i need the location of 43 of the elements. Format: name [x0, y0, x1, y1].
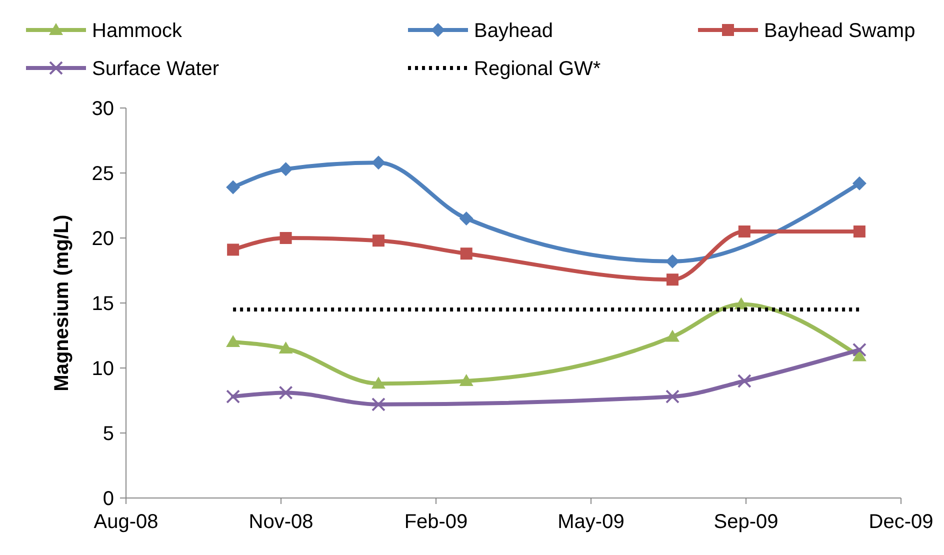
- point: [852, 176, 866, 190]
- point: [226, 180, 240, 194]
- point: [852, 342, 866, 357]
- point: [227, 244, 240, 256]
- point: [372, 234, 384, 247]
- y-tick-label: 0: [102, 488, 114, 510]
- point: [665, 330, 680, 342]
- y-tick-label: 25: [92, 163, 114, 185]
- legend-label: Surface Water: [92, 58, 220, 80]
- x-tick-label: Sep-09: [714, 511, 778, 533]
- point: [226, 335, 240, 347]
- y-tick-label: 5: [102, 423, 114, 445]
- point: [278, 162, 293, 176]
- y-tick-label: 10: [92, 358, 114, 380]
- point: [459, 374, 474, 386]
- point: [280, 232, 292, 244]
- legend-label: Regional GW*: [474, 58, 601, 80]
- point: [666, 274, 678, 286]
- x-tick-label: Dec-09: [868, 511, 934, 533]
- x-tick-label: Nov-08: [248, 511, 314, 533]
- point: [737, 374, 752, 388]
- legend-label: Bayhead Swamp: [764, 20, 916, 42]
- y-tick-label: 15: [92, 293, 114, 315]
- point: [459, 212, 474, 226]
- point: [853, 226, 866, 238]
- point: [460, 248, 472, 260]
- point: [226, 390, 240, 404]
- x-tick-label: May-09: [558, 511, 624, 533]
- y-tick-label: 20: [92, 228, 114, 250]
- y-axis-title: Magnesium (mg/L): [51, 214, 73, 392]
- point: [738, 226, 750, 238]
- point: [665, 254, 680, 268]
- point: [278, 342, 293, 354]
- legend-label: Hammock: [92, 20, 184, 42]
- point: [278, 386, 293, 400]
- point: [665, 390, 680, 404]
- point: [371, 156, 386, 170]
- y-tick-label: 30: [92, 98, 114, 120]
- legend-label: Bayhead: [474, 20, 553, 42]
- point: [371, 376, 386, 389]
- x-tick-label: Feb-09: [404, 511, 468, 533]
- x-tick-label: Aug-08: [94, 511, 158, 533]
- point: [371, 397, 386, 412]
